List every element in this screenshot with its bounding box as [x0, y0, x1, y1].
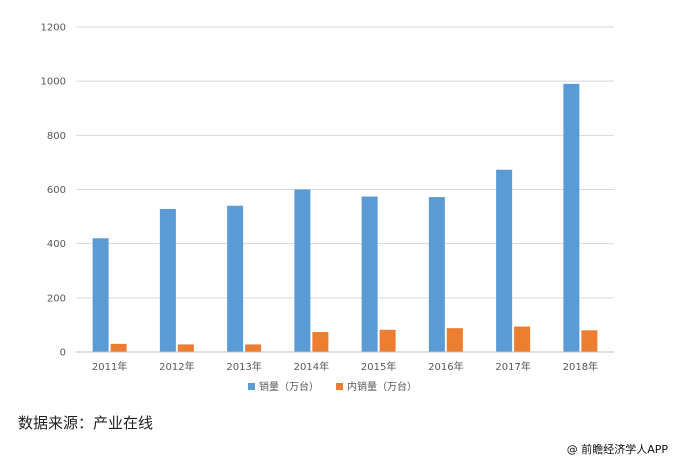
y-tick-label: 1000: [41, 77, 66, 88]
bar-domestic-sales: [379, 329, 396, 352]
bar-sales: [159, 209, 176, 352]
bar-domestic-sales: [514, 326, 531, 352]
bar-sales: [227, 205, 244, 352]
y-tick-label: 400: [47, 239, 66, 250]
x-tick-label: 2017年: [495, 360, 530, 373]
bar-sales: [496, 169, 513, 352]
x-axis-labels: 2011年 2012年 2013年 2014年 2015年 2016年 2017年 2018年: [92, 360, 598, 373]
x-tick-label: 2018年: [563, 360, 598, 373]
legend-label: 销量（万台）: [259, 380, 319, 393]
y-tick-label: 0: [60, 348, 66, 359]
y-tick-label: 600: [47, 185, 66, 196]
x-tick-label: 2012年: [159, 360, 194, 373]
x-tick-label: 2015年: [361, 360, 396, 373]
watermark: @ 前瞻经济学人APP: [566, 443, 668, 456]
y-tick-label: 200: [47, 293, 66, 304]
x-tick-label: 2016年: [428, 360, 463, 373]
bar-sales: [92, 238, 109, 352]
legend-swatch: [336, 383, 343, 390]
bar-domestic-sales: [177, 344, 194, 352]
y-tick-label: 800: [47, 131, 66, 142]
x-tick-label: 2014年: [294, 360, 329, 373]
legend: 销量（万台） 内销量（万台）: [248, 380, 417, 393]
bar-sales: [563, 83, 580, 352]
gridlines: [76, 26, 614, 299]
bar-domestic-sales: [446, 328, 463, 352]
legend-swatch: [248, 383, 255, 390]
x-tick-label: 2013年: [226, 360, 261, 373]
bar-sales: [428, 197, 445, 352]
legend-label: 内销量（万台）: [347, 380, 417, 393]
bar-sales: [361, 196, 378, 352]
y-axis: 0 200 400 600 800 1000 1200: [41, 23, 66, 359]
bar-domestic-sales: [110, 343, 127, 352]
bar-sales: [294, 189, 311, 352]
source-note: 数据来源：产业在线: [18, 414, 154, 432]
bar-domestic-sales: [312, 331, 329, 352]
y-tick-label: 1200: [41, 23, 66, 34]
bars: [92, 83, 598, 352]
bar-domestic-sales: [581, 330, 598, 352]
x-tick-label: 2011年: [92, 360, 127, 373]
bar-domestic-sales: [245, 344, 262, 352]
